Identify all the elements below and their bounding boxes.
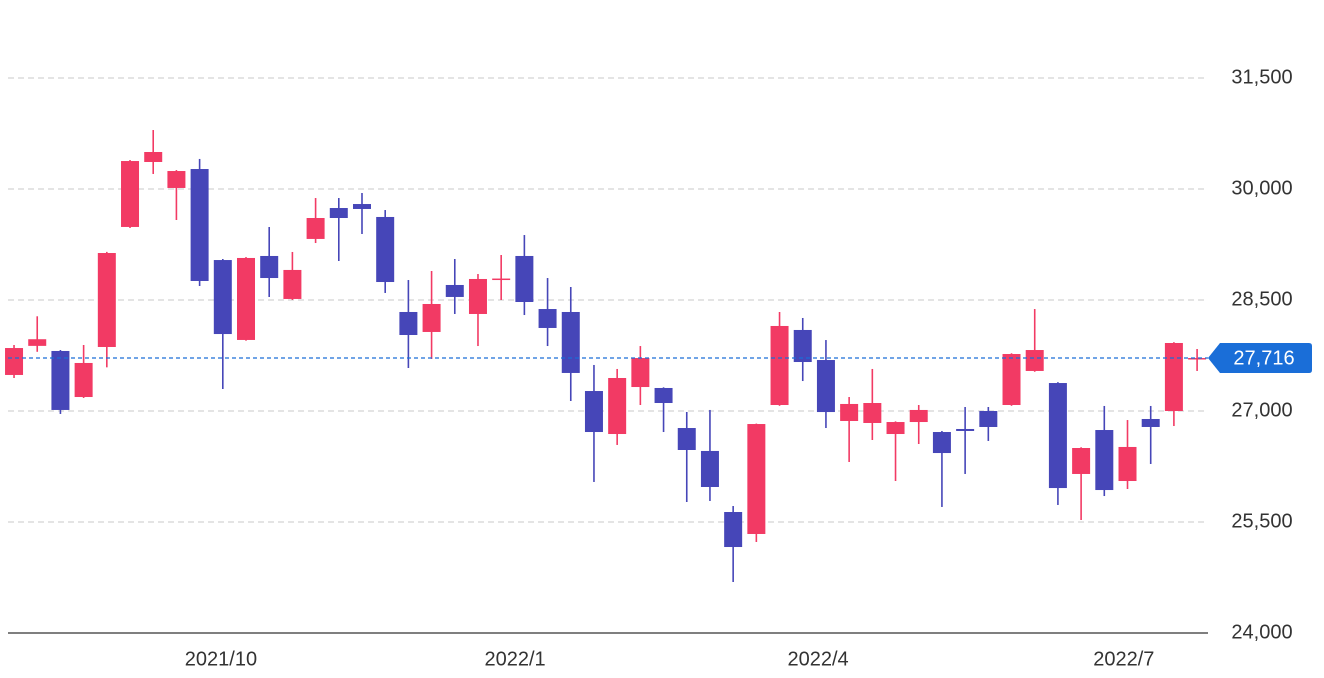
candle-body xyxy=(376,216,395,283)
candle-body xyxy=(932,432,951,454)
candle-body xyxy=(700,450,719,487)
candle-body xyxy=(468,278,487,314)
candle-body xyxy=(306,218,325,239)
candle-body xyxy=(74,362,93,398)
candle-body xyxy=(747,424,766,534)
candle-body xyxy=(213,260,232,335)
y-tick-label: 28,500 xyxy=(1231,288,1292,310)
candle-body xyxy=(1095,430,1114,491)
candle-body xyxy=(144,152,163,162)
candle-body xyxy=(909,409,928,423)
y-tick-label: 24,000 xyxy=(1231,621,1292,643)
y-tick-label: 30,000 xyxy=(1231,177,1292,199)
candle-body xyxy=(979,411,998,427)
candle-body xyxy=(190,169,209,281)
x-tick-label: 2022/1 xyxy=(485,648,546,670)
candle-body xyxy=(631,358,650,388)
candle-body xyxy=(608,377,627,435)
candle-body xyxy=(283,269,302,299)
last-price-label: 27,716 xyxy=(1233,347,1294,369)
candle-body xyxy=(584,391,603,433)
candle-body xyxy=(677,428,696,450)
candle-body xyxy=(329,208,348,219)
candle-body xyxy=(886,422,905,435)
y-tick-label: 27,000 xyxy=(1231,399,1292,421)
candle-body xyxy=(5,348,24,375)
candle-body xyxy=(793,329,812,363)
candle-body xyxy=(97,253,116,347)
x-tick-label: 2022/4 xyxy=(787,648,848,670)
candle-body xyxy=(399,311,418,336)
candle-body xyxy=(28,339,47,346)
candle-body xyxy=(422,303,441,332)
candle-body xyxy=(1118,446,1137,482)
candle-body xyxy=(167,171,186,188)
candle-body xyxy=(816,360,835,413)
x-tick-label: 2021/10 xyxy=(185,648,257,670)
candle-body xyxy=(538,309,557,328)
x-tick-label: 2022/7 xyxy=(1093,648,1154,670)
candle-body xyxy=(121,161,140,227)
candle-body xyxy=(840,403,859,421)
candle-body xyxy=(445,284,464,297)
candle-body xyxy=(352,204,371,209)
candle-body xyxy=(956,428,975,431)
candle-body xyxy=(863,403,882,423)
candle-body xyxy=(515,255,534,302)
candle-body xyxy=(654,387,673,404)
candle-body xyxy=(1141,418,1160,427)
candle-body xyxy=(1188,358,1207,360)
last-price-badge xyxy=(1208,343,1312,374)
candle-body xyxy=(561,311,580,373)
candle-body xyxy=(1002,354,1021,406)
candle-body xyxy=(1025,350,1044,371)
candle-body xyxy=(51,350,70,410)
candle-body xyxy=(237,257,256,340)
candle-body xyxy=(770,325,789,406)
candle-body xyxy=(492,278,511,281)
candle-body xyxy=(260,255,279,279)
candle-body xyxy=(1164,342,1183,411)
candle-body xyxy=(724,512,743,548)
y-tick-label: 31,500 xyxy=(1231,66,1292,88)
candle-body xyxy=(1072,448,1091,474)
y-tick-label: 25,500 xyxy=(1231,510,1292,532)
candle-body xyxy=(1048,383,1067,489)
